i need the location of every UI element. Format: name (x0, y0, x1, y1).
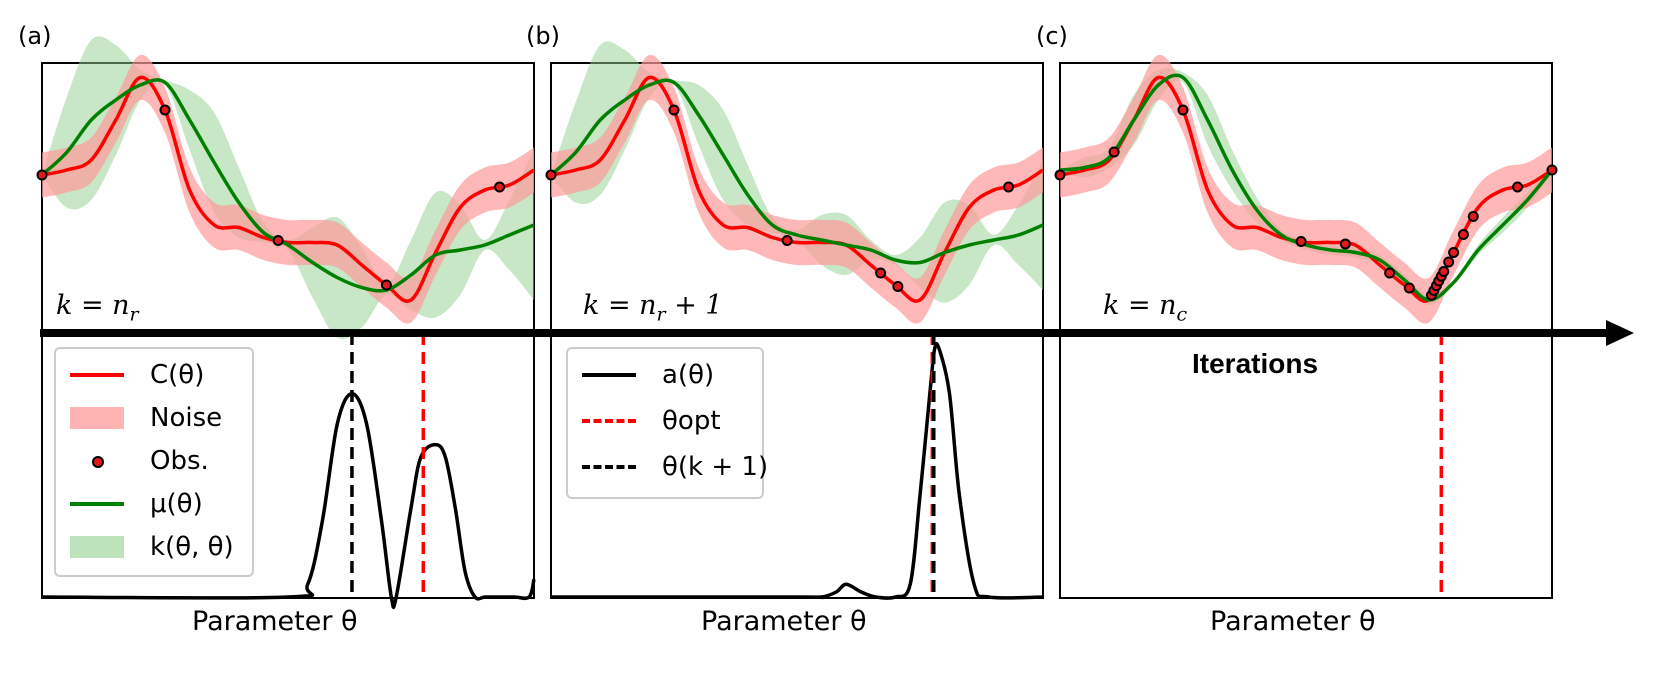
k-label-c-main: k = n (1103, 290, 1177, 321)
legend-mean-swatch (66, 484, 128, 524)
x-axis-label-c: Parameter θ (1210, 606, 1376, 637)
legend-noise-label: Noise (150, 403, 223, 433)
observation-point-c-4 (1339, 238, 1351, 250)
legend-a-item-noise: Noise (56, 398, 222, 438)
observation-point-a-3 (380, 279, 392, 291)
observation-point-c-13 (1443, 256, 1455, 268)
observation-point-b-2 (781, 235, 793, 246)
observation-point-b-0 (545, 169, 557, 181)
legend-acq-label: a(θ) (662, 360, 715, 390)
k-label-b-main: k = n (583, 290, 657, 321)
legend-cost-label: C(θ) (150, 360, 205, 390)
legend-opt-swatch (578, 401, 640, 441)
observation-point-c-6 (1403, 282, 1415, 294)
observation-point-c-17 (1512, 181, 1524, 193)
k-label-a-sub: r (129, 303, 139, 326)
acquisition-curve-b (550, 341, 1044, 600)
legend-a: C(θ) Noise Obs. μ(θ) k(θ, θ) (54, 347, 254, 577)
observation-point-c-1 (1108, 146, 1120, 158)
observation-point-c-3 (1295, 236, 1307, 247)
iterations-label: Iterations (1192, 348, 1319, 379)
legend-next-swatch (578, 447, 640, 487)
cost-curve-a (41, 75, 535, 303)
legend-cost-swatch (66, 355, 128, 395)
x-axis-label-a: Parameter θ (192, 606, 358, 637)
legend-obs-swatch (66, 441, 128, 481)
x-axis-label-b: Parameter θ (701, 606, 867, 637)
k-label-b: k = nr + 1 (583, 290, 723, 325)
observation-point-c-18 (1546, 164, 1558, 176)
observation-point-a-0 (36, 169, 48, 181)
acquisition-curve-a (41, 392, 536, 610)
legend-a-item-mean: μ(θ) (56, 484, 203, 524)
observation-point-b-4 (892, 281, 904, 292)
legend-b-item-next: θ(k + 1) (568, 447, 768, 487)
legend-noise-swatch (66, 398, 128, 438)
panel-a-label: (a) (18, 22, 52, 50)
legend-next-label: θ(k + 1) (662, 452, 769, 482)
observation-point-c-12 (1438, 266, 1450, 277)
legend-b: a(θ) θopt θ(k + 1) (566, 347, 768, 499)
variance-band-a (42, 36, 534, 340)
observation-point-c-5 (1384, 267, 1396, 279)
gp-mean-curve-c (1059, 73, 1554, 302)
observation-point-c-2 (1177, 104, 1189, 116)
observation-point-c-0 (1054, 169, 1066, 181)
legend-opt-label: θopt (662, 406, 721, 436)
legend-variance-label: k(θ, θ) (150, 532, 234, 562)
noise-band-c (1060, 54, 1552, 324)
observation-point-a-1 (159, 104, 171, 116)
legend-variance-swatch (66, 527, 128, 567)
noise-band-b (551, 54, 1043, 324)
observation-point-a-4 (494, 181, 506, 193)
legend-obs-label: Obs. (150, 446, 209, 476)
iterations-arrow (40, 320, 1634, 346)
k-label-b-sub: r (656, 303, 666, 326)
observation-point-b-5 (1003, 181, 1015, 193)
variance-band-b (551, 41, 1043, 303)
k-label-a: k = nr (56, 290, 139, 325)
legend-a-item-obs: Obs. (56, 441, 209, 481)
panel-c-label: (c) (1036, 22, 1068, 50)
observation-point-b-1 (668, 104, 680, 116)
k-label-a-main: k = n (56, 290, 130, 321)
legend-b-item-acq: a(θ) (568, 355, 714, 395)
observation-point-c-15 (1457, 229, 1469, 240)
observation-point-b-3 (875, 267, 887, 279)
observation-point-a-2 (272, 235, 284, 246)
legend-acq-swatch (578, 355, 640, 395)
legend-a-item-variance: k(θ, θ) (56, 527, 234, 567)
gp-mean-curve-b (549, 78, 1044, 265)
gp-mean-curve-a (40, 78, 535, 293)
noise-band-a (42, 54, 534, 324)
k-label-c: k = nc (1103, 290, 1187, 325)
k-label-c-sub: c (1176, 303, 1188, 326)
plot-layer (36, 36, 1558, 610)
observation-point-c-14 (1448, 247, 1460, 258)
observation-point-c-16 (1467, 211, 1479, 222)
panel-b-label: (b) (526, 22, 560, 50)
cost-curve-b (550, 75, 1044, 303)
legend-b-item-opt: θopt (568, 401, 721, 441)
k-label-b-post: + 1 (665, 290, 723, 321)
legend-a-item-cost: C(θ) (56, 355, 204, 395)
legend-mean-label: μ(θ) (150, 489, 203, 519)
